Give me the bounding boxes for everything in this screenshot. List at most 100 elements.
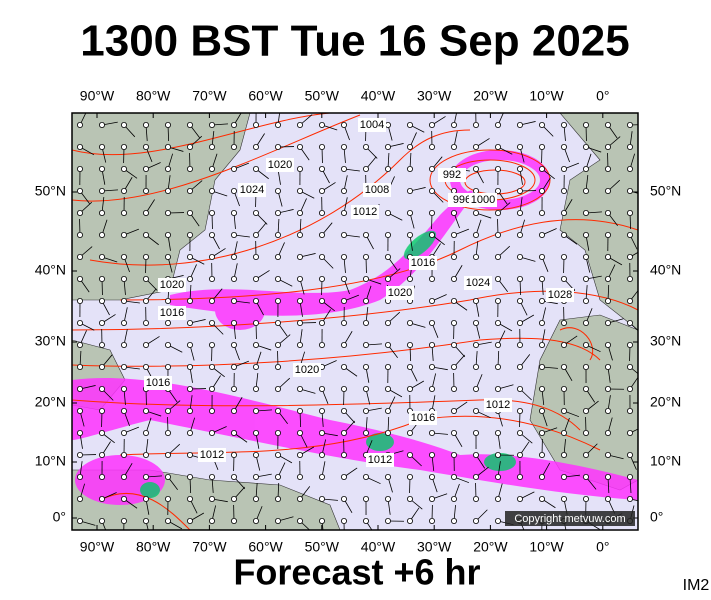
isobar-label: 1024 — [466, 277, 490, 289]
barb-station — [494, 297, 501, 304]
barb-station — [99, 231, 106, 238]
barb-station — [252, 518, 259, 525]
barb-station — [208, 122, 215, 129]
barb-station — [142, 495, 149, 502]
barb-station — [121, 385, 128, 392]
barb-station — [583, 253, 590, 260]
barb-station — [252, 495, 259, 502]
longitude-label: 90°W — [80, 88, 115, 104]
barb-station — [296, 122, 303, 129]
barb-station — [384, 495, 391, 502]
barb-station — [561, 231, 568, 238]
barb-station — [164, 363, 171, 370]
barb-station — [494, 143, 501, 150]
barb-station — [428, 385, 435, 392]
barb-station — [208, 209, 215, 216]
barb-station — [450, 451, 457, 458]
barb-station — [230, 231, 237, 238]
barb-station — [561, 275, 568, 282]
barb-station — [517, 187, 524, 194]
barb-station — [472, 429, 479, 436]
barb-station — [208, 297, 215, 304]
barb-station — [406, 495, 413, 502]
barb-station — [583, 143, 590, 150]
barb-station — [428, 143, 435, 150]
isobar-label-box — [469, 193, 497, 207]
barb-station — [77, 253, 84, 260]
barb-station — [99, 363, 106, 370]
barb-station — [121, 319, 128, 326]
barb-station — [318, 209, 325, 216]
barb-station — [605, 165, 612, 172]
barb-station — [384, 165, 391, 172]
barb-station — [340, 385, 347, 392]
barb-station — [494, 429, 501, 436]
barb-station — [274, 473, 281, 480]
barb-station — [318, 275, 325, 282]
barb-station — [296, 341, 303, 348]
barb-station — [340, 341, 347, 348]
barb-station — [252, 407, 259, 414]
barb-station — [99, 209, 106, 216]
barb-station — [384, 363, 391, 370]
barb-station — [296, 407, 303, 414]
barb-station — [318, 165, 325, 172]
barb-station — [340, 253, 347, 260]
barb-station — [384, 253, 391, 260]
barb-station — [142, 451, 149, 458]
barb-station — [318, 341, 325, 348]
barb-station — [605, 473, 612, 480]
barb-station — [252, 165, 259, 172]
longitude-label: 70°W — [192, 88, 227, 104]
barb-station — [318, 319, 325, 326]
barb-station — [627, 385, 634, 392]
barb-station — [406, 341, 413, 348]
barb-station — [539, 429, 546, 436]
latitude-label: 50°N — [650, 183, 681, 199]
barb-station — [494, 209, 501, 216]
barb-station — [77, 363, 84, 370]
barb-station — [142, 319, 149, 326]
barb-station — [494, 231, 501, 238]
barb-station — [428, 451, 435, 458]
barb-station — [340, 143, 347, 150]
barb-station — [274, 429, 281, 436]
barb-station — [605, 495, 612, 502]
barb-station — [472, 231, 479, 238]
barb-station — [274, 319, 281, 326]
barb-station — [428, 363, 435, 370]
barb-station — [77, 319, 84, 326]
graticule-labels: 90°W 90°W 80°W 80°W 70°W 70°W 60°W 60°W 50°W 50°W… — [35, 88, 682, 555]
barb-station — [77, 165, 84, 172]
barb-station — [494, 319, 501, 326]
barb-station — [384, 518, 391, 525]
barb-station — [428, 231, 435, 238]
barb-station — [164, 231, 171, 238]
barb-station — [77, 473, 84, 480]
barb-station — [208, 518, 215, 525]
barb-station — [252, 319, 259, 326]
barb-station — [208, 319, 215, 326]
barb-station — [561, 429, 568, 436]
barb-station — [384, 385, 391, 392]
barb-station — [605, 319, 612, 326]
isobar-label-box — [158, 306, 186, 320]
barb-station — [539, 253, 546, 260]
barb-station — [318, 297, 325, 304]
barb-station — [121, 187, 128, 194]
barb-station — [99, 297, 106, 304]
barb-station — [627, 231, 634, 238]
barb-station — [583, 451, 590, 458]
barb-station — [539, 143, 546, 150]
barb-station — [186, 231, 193, 238]
barb-station — [583, 187, 590, 194]
barb-station — [450, 341, 457, 348]
barb-station — [450, 473, 457, 480]
wind-barbs — [77, 113, 638, 530]
barb-station — [362, 253, 369, 260]
barb-station — [583, 473, 590, 480]
barb-station — [539, 407, 546, 414]
barb-station — [384, 209, 391, 216]
barb-station — [186, 209, 193, 216]
barb-station — [142, 165, 149, 172]
